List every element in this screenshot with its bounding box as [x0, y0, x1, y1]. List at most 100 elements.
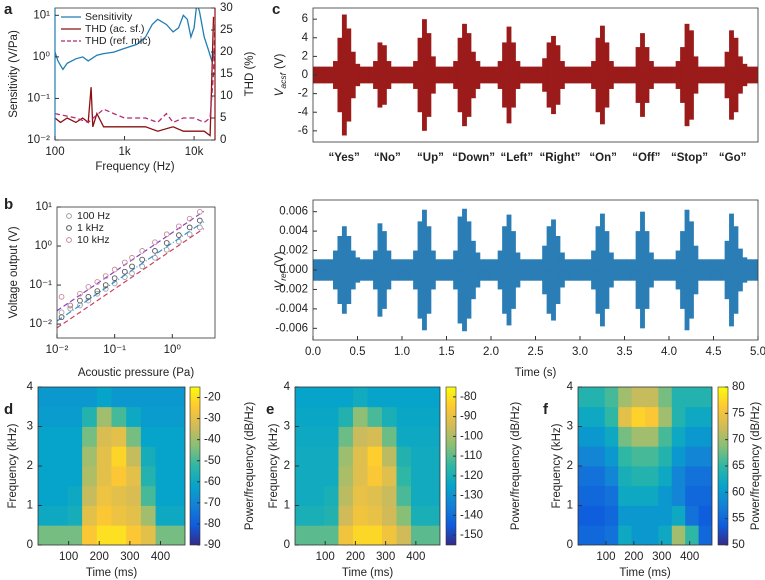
heat-cell [324, 505, 339, 526]
heat-cell [645, 505, 659, 526]
heat-cell [367, 446, 383, 467]
x-tick-label: 2.0 [483, 346, 499, 358]
heat-cell [698, 387, 712, 408]
heat-cell [604, 485, 619, 506]
x-tick-label: 1.5 [439, 346, 455, 358]
heat-cell [96, 406, 112, 427]
heat-cell [38, 446, 54, 467]
y-tick-label: 2 [567, 460, 573, 472]
heat-cell [309, 505, 325, 526]
plot-area [313, 208, 758, 332]
x-tick-label: 4.5 [706, 346, 722, 358]
heat-cell [658, 446, 673, 467]
heat-cell [67, 387, 83, 408]
heat-cell [578, 485, 592, 506]
heat-cell [425, 387, 440, 408]
heat-cell [170, 426, 185, 447]
x-tick-label: 300 [120, 551, 139, 563]
legend-label: 1 kHz [77, 222, 104, 234]
heat-cell [685, 525, 699, 545]
heat-cell [658, 525, 673, 545]
legend-label: THD (ref. mic) [85, 35, 151, 47]
y-axis-label: Vacsf(V) [274, 54, 288, 97]
y-tick-label: 0 [567, 539, 573, 551]
heat-cell [604, 446, 619, 467]
legend-label: Sensitivity [85, 11, 133, 23]
colorbar-tick-label: -40 [204, 434, 221, 446]
heat-cell [382, 446, 397, 467]
legend-label: THD (ac. sf.) [85, 23, 145, 35]
heat-cell [631, 525, 646, 545]
colorbar [189, 386, 201, 546]
heat-cell [140, 505, 156, 526]
heat-cell [338, 406, 354, 427]
x-axis-label: Time (s) [515, 367, 557, 379]
heat-cell [698, 446, 712, 467]
x-tick-label: 100 [316, 551, 335, 563]
heat-cell [396, 426, 412, 447]
y-tick-label: 10⁻² [27, 134, 50, 146]
point [85, 293, 92, 300]
heat-cell [309, 406, 325, 427]
heat-cell [111, 505, 127, 526]
point [67, 305, 74, 312]
heat-cell [324, 406, 339, 427]
plot-area [55, 8, 215, 137]
y-axis-label: Voltage output (V) [8, 226, 20, 318]
legend-swatch [66, 237, 72, 243]
heat-cell [338, 466, 354, 487]
point [94, 290, 101, 297]
x-tick-label: 100 [596, 551, 615, 563]
y-label-unit: (V) [274, 54, 286, 70]
point [152, 239, 158, 246]
heat-cell [367, 387, 383, 408]
heat-cell [618, 505, 632, 526]
x-tick-label: 10⁰ [164, 344, 182, 356]
heat-cell [578, 426, 592, 447]
heat-cell [52, 426, 68, 447]
legend-label: 100 Hz [77, 210, 110, 222]
heat-cell [295, 466, 310, 487]
heat-cell [645, 485, 659, 506]
heat-cell [338, 525, 354, 545]
heat-cell [425, 466, 440, 487]
heat-cell [591, 426, 606, 447]
colorbar-tick-label: -80 [204, 518, 221, 530]
word-label: “Left” [501, 152, 534, 164]
heat-cell [52, 466, 68, 487]
y-tick-label: 10⁻² [29, 318, 52, 330]
heat-cell [411, 505, 426, 526]
heat-cell [140, 485, 156, 506]
heat-cell [411, 446, 426, 467]
plot-area [578, 387, 712, 545]
heat-cell [645, 426, 659, 447]
y-tick-label: 2 [284, 460, 290, 472]
point [196, 217, 203, 224]
heat-cell [67, 466, 83, 487]
heat-cell [309, 525, 325, 545]
y2-tick-label: 5 [220, 112, 226, 124]
heat-cell [425, 525, 440, 545]
x-tick-label: 5.0 [750, 346, 765, 358]
heat-cell [309, 387, 325, 408]
point [102, 282, 109, 288]
y-tick-label: 2 [27, 460, 33, 472]
heat-cell [67, 446, 83, 467]
word-label: “Right” [540, 152, 581, 164]
trend-line [57, 228, 205, 329]
heat-cell [367, 466, 383, 487]
colorbar-tick-label: -100 [460, 430, 483, 442]
y-tick-label: -0.006 [275, 322, 308, 334]
heat-cell [309, 446, 325, 467]
heat-cell [645, 446, 659, 467]
point [152, 248, 158, 254]
heat-cell [411, 406, 426, 427]
heat-cell [155, 485, 171, 506]
heat-cell [38, 426, 54, 447]
trend-line [57, 221, 205, 322]
y-tick-label: 3 [284, 421, 290, 433]
heat-cell [353, 485, 368, 506]
heat-cell [111, 446, 127, 467]
heat-cell [671, 446, 686, 467]
x-tick-label: 400 [406, 551, 425, 563]
